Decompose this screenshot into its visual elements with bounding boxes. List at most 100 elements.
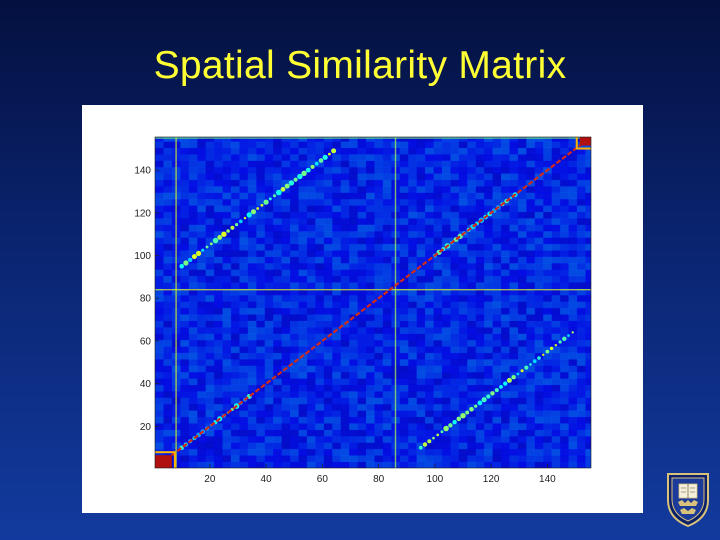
heatmap-cell xyxy=(517,391,527,398)
heatmap-cell xyxy=(222,288,232,296)
heatmap-cell xyxy=(526,442,536,450)
heatmap-cell xyxy=(585,320,591,328)
heatmap-cell xyxy=(526,423,536,430)
heatmap-cell xyxy=(425,173,434,181)
heatmap-cell xyxy=(425,166,434,174)
high-similarity-block-halo xyxy=(155,451,176,468)
heatmap-cell xyxy=(484,346,493,354)
heatmap-cell xyxy=(340,397,350,405)
heatmap-cell xyxy=(256,397,266,405)
heatmap-cell xyxy=(180,314,190,321)
heatmap-cell xyxy=(264,231,274,238)
heatmap-cell xyxy=(568,147,578,155)
heatmap-cell xyxy=(526,378,536,386)
heatmap-cell xyxy=(560,137,569,142)
heatmap-cell xyxy=(340,147,350,155)
heatmap-cell xyxy=(315,307,325,315)
heatmap-cell xyxy=(568,448,578,456)
heatmap-cell xyxy=(374,237,384,245)
y-tick-label: 40 xyxy=(140,379,152,390)
heatmap-cell xyxy=(298,282,308,289)
heatmap-cell xyxy=(399,307,409,315)
heatmap-cell xyxy=(517,288,527,296)
heatmap-cell xyxy=(205,378,215,386)
heatmap-cell xyxy=(281,231,291,238)
heatmap-cell xyxy=(264,461,274,468)
heatmap-cell xyxy=(205,224,215,232)
heatmap-cell xyxy=(264,314,274,321)
heatmap-cell xyxy=(551,154,561,161)
heatmap-cell xyxy=(450,314,460,321)
heatmap-cell xyxy=(441,263,451,270)
heatmap-cell xyxy=(323,307,333,315)
heatmap-cell xyxy=(576,333,586,341)
heatmap-cell xyxy=(526,301,536,309)
heatmap-cell xyxy=(526,160,536,168)
heatmap-cell xyxy=(450,301,460,309)
band-point xyxy=(205,245,209,249)
heatmap-cell xyxy=(197,423,206,430)
heatmap-cell xyxy=(366,211,375,219)
heatmap-cell xyxy=(576,211,586,219)
heatmap-cell xyxy=(298,371,308,379)
heatmap-cell xyxy=(568,307,578,315)
heatmap-cell xyxy=(290,224,299,232)
heatmap-cell xyxy=(230,397,240,405)
heatmap-cell xyxy=(560,186,569,193)
heatmap-cell xyxy=(205,436,215,443)
heatmap-cell xyxy=(517,423,527,430)
heatmap-cell xyxy=(273,141,282,149)
heatmap-cell xyxy=(441,429,451,437)
heatmap-cell xyxy=(425,147,434,155)
heatmap-cell xyxy=(290,327,299,334)
heatmap-cell xyxy=(332,314,341,321)
heatmap-cell xyxy=(517,198,527,206)
heatmap-cell xyxy=(222,327,232,334)
heatmap-cell xyxy=(188,365,198,373)
heatmap-cell xyxy=(281,263,291,270)
heatmap-cell xyxy=(332,186,341,193)
heatmap-cell xyxy=(332,307,341,315)
heatmap-cell xyxy=(585,448,591,456)
heatmap-cell xyxy=(306,205,316,213)
heatmap-cell xyxy=(534,198,544,206)
heatmap-cell xyxy=(585,269,591,277)
heatmap-cell xyxy=(298,436,308,443)
heatmap-cell xyxy=(492,320,502,328)
heatmap-cell xyxy=(247,314,257,321)
heatmap-cell xyxy=(492,410,502,418)
heatmap-cell xyxy=(543,378,552,386)
band-point xyxy=(243,216,247,220)
heatmap-cell xyxy=(492,346,502,354)
heatmap-cell xyxy=(492,339,502,347)
heatmap-cell xyxy=(298,250,308,257)
heatmap-cell xyxy=(534,243,544,251)
heatmap-cell xyxy=(366,455,375,462)
heatmap-cell xyxy=(501,314,510,321)
heatmap-cell xyxy=(239,243,249,251)
heatmap-cell xyxy=(416,442,426,450)
heatmap-cell xyxy=(534,314,544,321)
heatmap-cell xyxy=(188,147,198,155)
heatmap-cell xyxy=(450,256,460,264)
heatmap-cell xyxy=(357,397,367,405)
heatmap-cell xyxy=(256,339,266,347)
heatmap-cell xyxy=(222,154,232,161)
heatmap-cell xyxy=(416,256,426,264)
heatmap-cell xyxy=(374,448,384,456)
heatmap-cell xyxy=(247,448,257,456)
heatmap-cell xyxy=(374,436,384,443)
heatmap-cell xyxy=(366,160,375,168)
heatmap-cell xyxy=(163,397,173,405)
heatmap-cell xyxy=(416,147,426,155)
heatmap-cell xyxy=(357,461,367,468)
band-point xyxy=(209,242,213,246)
heatmap-cell xyxy=(197,160,206,168)
heatmap-cell xyxy=(357,205,367,213)
heatmap-cell xyxy=(374,371,384,379)
heatmap-cell xyxy=(315,301,325,309)
heatmap-cell xyxy=(332,436,341,443)
heatmap-cell xyxy=(374,179,384,187)
band-point xyxy=(537,356,541,360)
heatmap-cell xyxy=(332,237,341,245)
